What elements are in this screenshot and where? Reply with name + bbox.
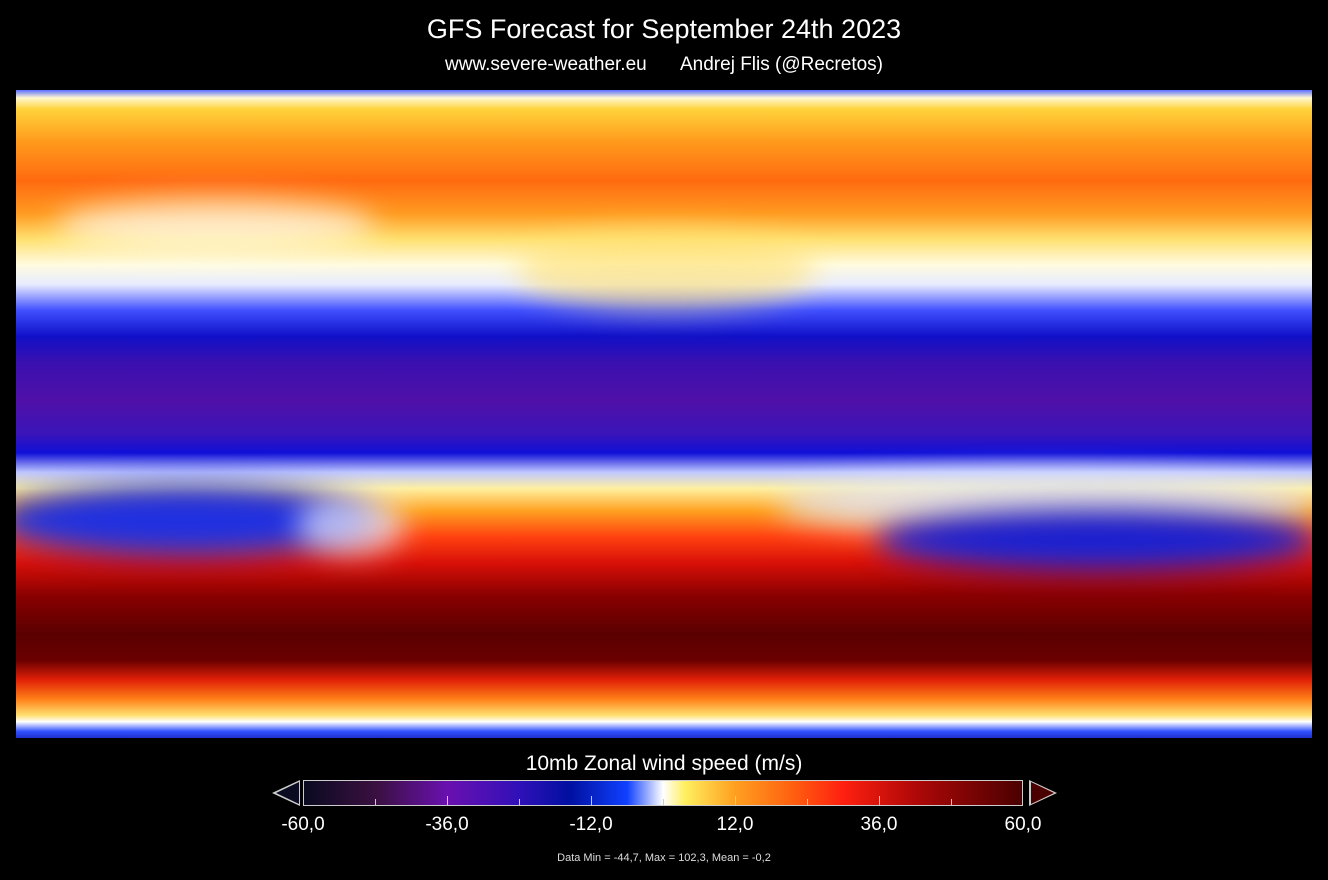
colorbar-title: 10mb Zonal wind speed (m/s) (525, 752, 803, 775)
colorbar-tick-label: -60,0 (281, 814, 325, 835)
colorbar-tick-label: 36,0 (860, 814, 898, 835)
colorbar-tick (951, 799, 952, 806)
map-subtitle: www.severe-weather.eu Andrej Flis (@Recr… (0, 54, 1328, 76)
colorbar-min-arrow-fill (276, 782, 299, 804)
colorbar-tick (375, 799, 376, 806)
colorbar-tick (735, 796, 736, 806)
colorbar-tick-label: 60,0 (1004, 814, 1042, 835)
colorbar-tick (879, 796, 880, 806)
map-title: GFS Forecast for September 24th 2023 (426, 14, 902, 44)
data-stats: Data Min = -44,7, Max = 102,3, Mean = -0… (557, 852, 771, 864)
wind-map (16, 90, 1312, 738)
north-atlantic-yellow (516, 230, 816, 310)
colorbar-tick-label: -12,0 (569, 814, 613, 835)
author-credit: Andrej Flis (@Recretos) (680, 54, 883, 75)
colorbar-max-arrow-fill (1031, 782, 1054, 804)
colorbar-tick (663, 799, 664, 806)
colorbar-tick (591, 796, 592, 806)
colorbar-tick (807, 799, 808, 806)
website-credit: www.severe-weather.eu (445, 54, 647, 75)
colorbar-tick (447, 796, 448, 806)
colorbar-tick-label: -36,0 (425, 814, 469, 835)
colorbar-tick-label: 12,0 (716, 814, 754, 835)
southern-pacific-white-edge (296, 495, 406, 555)
north-pacific-white (56, 200, 376, 250)
indian-ocean-blue (876, 510, 1312, 570)
colorbar-tick (519, 799, 520, 806)
